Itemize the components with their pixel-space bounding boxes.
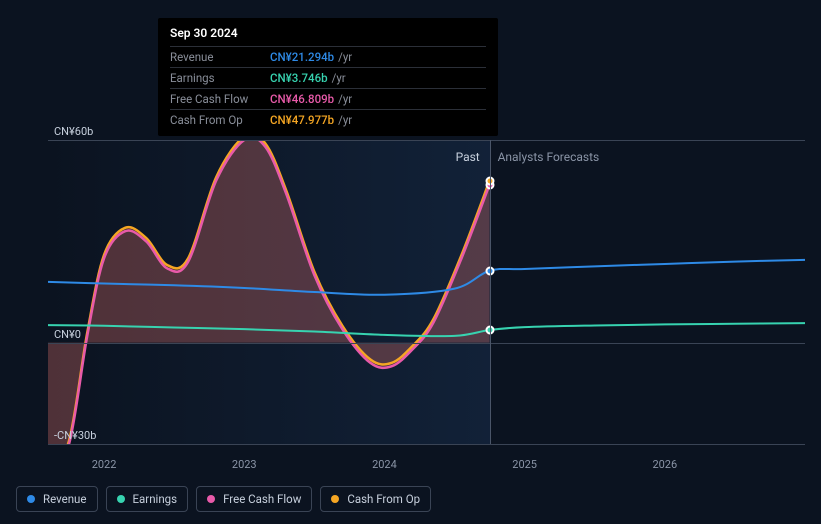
tooltip-row-value: CN¥46.809b: [270, 92, 334, 106]
past-label: Past: [456, 150, 480, 164]
tooltip-row: Free Cash FlowCN¥46.809b/yr: [170, 88, 486, 109]
tooltip-row-label: Cash From Op: [170, 113, 270, 127]
legend-item[interactable]: Earnings: [106, 486, 189, 512]
y-axis-label: CN¥0: [54, 328, 81, 343]
tooltip-row-value: CN¥3.746b: [270, 71, 328, 85]
grid-line: [48, 444, 805, 445]
legend-label: Free Cash Flow: [223, 492, 301, 506]
tooltip-row-label: Revenue: [170, 50, 270, 64]
tooltip-row-value: CN¥47.977b: [270, 113, 334, 127]
legend-item[interactable]: Revenue: [16, 486, 98, 512]
legend-dot: [117, 495, 125, 503]
legend-item[interactable]: Cash From Op: [320, 486, 431, 512]
tooltip-row-unit: /yr: [338, 113, 352, 127]
tooltip-row-label: Free Cash Flow: [170, 92, 270, 106]
plot-area[interactable]: CN¥60bCN¥0-CN¥30b20222023202420252026: [48, 140, 805, 444]
forecast-label: Analysts Forecasts: [498, 150, 600, 164]
chart-tooltip: Sep 30 2024 RevenueCN¥21.294b/yrEarnings…: [158, 18, 498, 136]
legend-dot: [207, 495, 215, 503]
x-axis-label: 2026: [652, 458, 677, 471]
grid-line: [48, 343, 805, 344]
x-axis-label: 2024: [372, 458, 397, 471]
chart-legend: Revenue Earnings Free Cash Flow Cash From O…: [16, 486, 431, 512]
legend-dot: [27, 495, 35, 503]
tooltip-row-unit: /yr: [332, 71, 346, 85]
cursor-line: [490, 140, 491, 444]
y-axis-label: -CN¥30b: [54, 429, 96, 444]
x-axis-label: 2025: [512, 458, 537, 471]
tooltip-row-unit: /yr: [338, 50, 352, 64]
legend-label: Earnings: [133, 492, 178, 506]
y-axis-label: CN¥60b: [54, 125, 93, 140]
legend-dot: [331, 495, 339, 503]
tooltip-row: Cash From OpCN¥47.977b/yr: [170, 109, 486, 130]
chart-svg: [48, 140, 805, 444]
legend-label: Cash From Op: [347, 492, 420, 506]
financials-chart[interactable]: CN¥60bCN¥0-CN¥30b20222023202420252026 Pa…: [16, 0, 805, 460]
x-axis-label: 2023: [232, 458, 257, 471]
x-axis-label: 2022: [92, 458, 117, 471]
legend-item[interactable]: Free Cash Flow: [196, 486, 312, 512]
grid-line: [48, 140, 805, 141]
tooltip-date: Sep 30 2024: [170, 26, 486, 40]
tooltip-row-value: CN¥21.294b: [270, 50, 334, 64]
tooltip-row: RevenueCN¥21.294b/yr: [170, 46, 486, 67]
tooltip-row: EarningsCN¥3.746b/yr: [170, 67, 486, 88]
legend-label: Revenue: [43, 492, 87, 506]
tooltip-row-unit: /yr: [338, 92, 352, 106]
tooltip-row-label: Earnings: [170, 71, 270, 85]
tooltip-rows: RevenueCN¥21.294b/yrEarningsCN¥3.746b/yr…: [170, 46, 486, 130]
